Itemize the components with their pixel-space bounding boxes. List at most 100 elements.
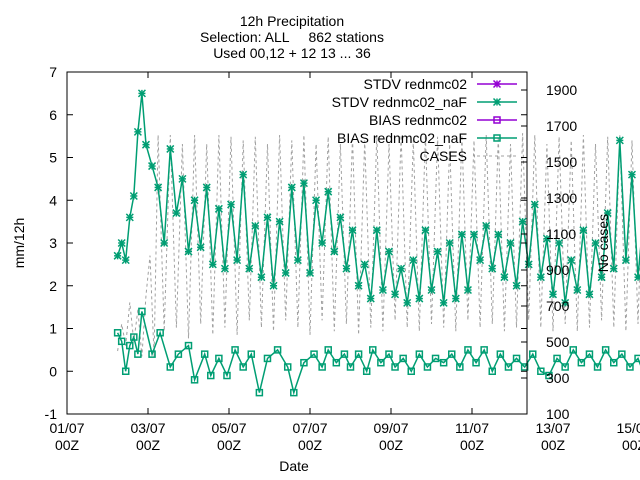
series-2-point [506,238,515,248]
series-2-point [330,247,339,256]
series-2-point [117,238,126,248]
series-4-point [354,350,363,358]
series-2-point [536,273,545,282]
title-line-3: Used 00,12 + 12 13 ... 36 [213,45,371,61]
series-4-point [340,350,349,358]
series-2-point [196,243,205,252]
series-2-point [324,187,333,196]
chart-title: 12h Precipitation Selection: ALL 862 sta… [200,13,384,61]
series-2-point [524,260,533,269]
y-tick-label: 1 [49,321,57,337]
series-2-point [555,238,564,248]
series-2-point [494,230,503,239]
series-2-point [190,196,199,205]
series-2-point [220,264,229,273]
series-2-point [141,140,151,149]
series-4-point [399,354,407,363]
series-2-point [469,230,479,239]
series-2-point [378,285,387,295]
series-4-point [247,350,256,358]
series-2-point [133,127,142,136]
y-tick-label: 2 [49,278,57,294]
series-2-point [621,256,630,265]
series-2-point [609,264,618,273]
series-2-point [342,264,351,273]
x-tick-label: 11/07 00Z [455,420,489,453]
series-2-point [403,298,412,307]
x-tick-label: 13/07 00Z [535,420,570,453]
series-2-point [137,89,146,98]
x-tick-label: 09/07 00Z [373,420,408,453]
series-2-point [451,294,460,303]
series-4-point [223,371,231,380]
series-2-point [269,281,278,290]
series-2-point [463,285,472,295]
series-4-point [362,367,371,375]
y2-tick-label: 1900 [546,82,577,98]
series-2-point [397,264,406,273]
series-4-point [391,363,399,371]
series-4-point [369,346,377,354]
series-4-point [464,346,472,354]
series-4-point [385,350,393,358]
series-4-point [263,354,272,363]
legend-label-2: STDV rednmc02_naF [332,94,467,110]
legend-label-3: BIAS rednmc02 [369,112,467,128]
series-4-point [290,388,298,397]
series-2-point [445,238,454,248]
y2-tick-label: 500 [546,334,570,350]
series-2-point [166,144,175,153]
series-2-point [482,221,491,230]
legend-label-4: BIAS rednmc02_naF [337,130,467,146]
series-2-point [384,247,394,256]
series-2-point [348,226,357,235]
series-2-point [597,273,606,282]
plot-marks [113,89,640,397]
y2-tick-label: 1100 [546,226,576,242]
series-4-point [585,350,594,358]
series-4-point [423,363,432,371]
series-2-point [239,170,248,179]
series-2-point [427,285,436,295]
series-2-point [129,191,138,201]
y2-tick-label: 300 [546,370,570,386]
series-2-point [172,209,181,218]
series-2-point [567,256,576,265]
title-line-2: Selection: ALL 862 stations [200,29,384,45]
series-4-point [529,350,537,358]
series-2-point [585,290,594,299]
series-4-point [577,358,586,367]
series-4-point [545,371,553,380]
series-4-point [130,333,138,341]
series-2-point [500,273,509,282]
y2-tick-label: 1700 [546,118,577,134]
series-4-point [239,363,247,371]
series-4-point [283,363,292,371]
series-4-point [318,363,326,371]
series-2-point [121,256,130,265]
legend-marker-2 [492,97,502,107]
axes: -1 0 1 2 3 4 5 6 7 100 300 500 700 900 1100 1300 1500 170… [45,64,640,453]
series-4-point [200,350,209,358]
x-tick-label: 01/07 00Z [49,420,84,453]
series-2-point [360,260,369,269]
y-tick-label: 7 [49,64,57,80]
legend-marker-3 [493,116,501,124]
series-2-point [299,179,308,188]
series-4-point [593,363,602,371]
series-4-point [634,354,640,363]
series-2-point [178,174,187,183]
series-2-point [113,251,122,260]
title-line-1: 12h Precipitation [240,13,344,29]
y-tick-label: 4 [49,192,57,208]
series-4-point [496,350,505,358]
series-2-point [634,273,640,282]
series-4-point [184,341,193,350]
series-4-point [456,363,464,371]
series-4-point [553,354,561,363]
series-4-point [431,354,440,363]
series-2-point [615,136,624,145]
y2-tick-label: 1500 [546,154,577,170]
legend: STDV rednmc02 STDV rednmc02_naF BIAS rednm… [332,76,517,164]
series-2-point [488,264,497,273]
